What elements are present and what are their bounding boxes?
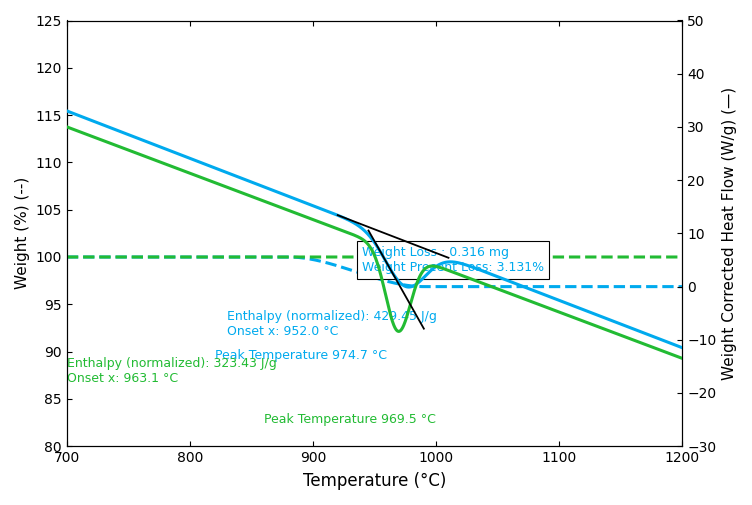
Y-axis label: Weight Corrected Heat Flow (W/g) (—): Weight Corrected Heat Flow (W/g) (—) [722,87,737,380]
X-axis label: Temperature (°C): Temperature (°C) [303,472,447,490]
Text: Enthalpy (normalized): 429.45 J/g
Onset x: 952.0 °C: Enthalpy (normalized): 429.45 J/g Onset … [227,310,437,337]
Text: Peak Temperature 974.7 °C: Peak Temperature 974.7 °C [214,349,387,362]
Text: Enthalpy (normalized): 323.43 J/g
Onset x: 963.1 °C: Enthalpy (normalized): 323.43 J/g Onset … [67,357,277,385]
Text: Weight Loss : 0.316 mg
Weight Precent Loss: 3.131%: Weight Loss : 0.316 mg Weight Precent Lo… [362,246,544,274]
Y-axis label: Weight (%) (--): Weight (%) (--) [15,177,30,289]
Text: Peak Temperature 969.5 °C: Peak Temperature 969.5 °C [264,413,435,426]
